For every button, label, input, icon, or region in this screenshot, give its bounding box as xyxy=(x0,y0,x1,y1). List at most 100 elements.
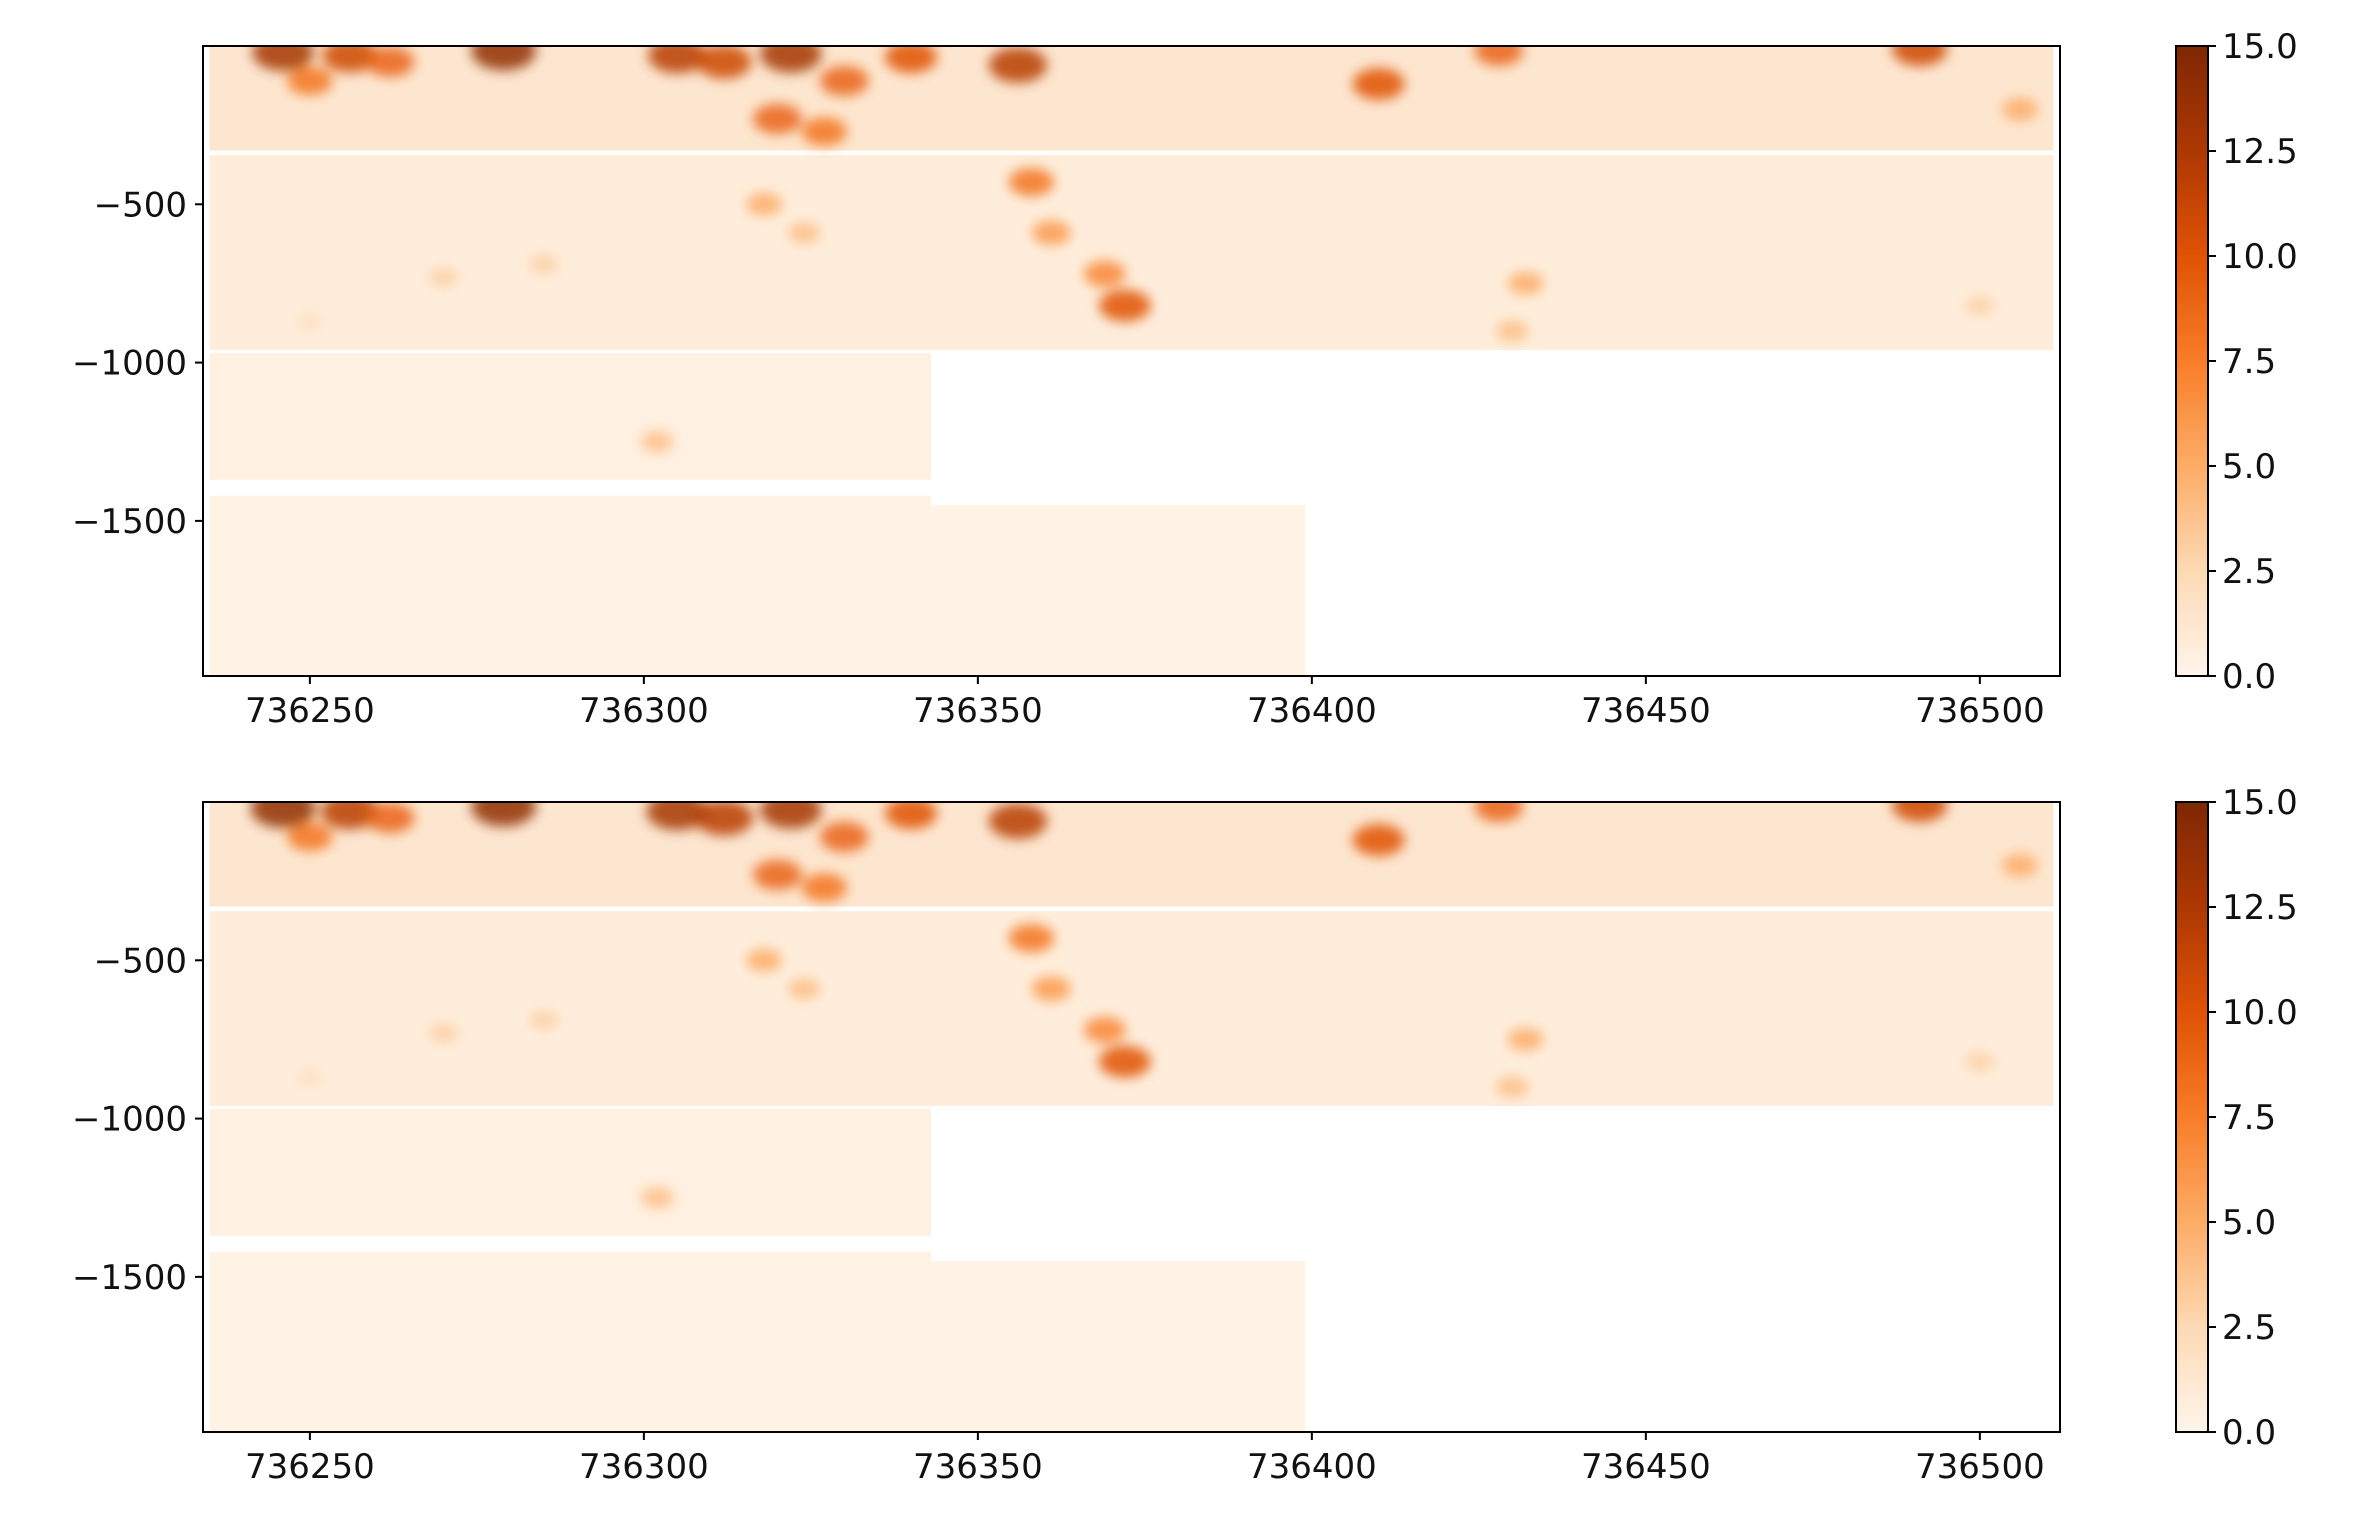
x-tick-label: 736500 xyxy=(1915,691,2045,731)
y-tick-label: −1000 xyxy=(72,1100,187,1140)
x-tick-label: 736450 xyxy=(1581,1447,1711,1487)
heatmap-hotspot xyxy=(746,948,783,972)
heatmap-hotspot xyxy=(885,46,938,74)
heatmap-hotspot xyxy=(648,46,707,74)
colorbar-tick-label: 7.5 xyxy=(2222,1098,2276,1138)
colorbar xyxy=(2175,801,2209,1433)
heatmap-hotspot xyxy=(1083,1016,1126,1044)
heatmap-data-block xyxy=(209,1251,932,1432)
heatmap-hotspot xyxy=(365,802,415,833)
heatmap-hotspot xyxy=(471,802,536,827)
heatmap-hotspot xyxy=(988,803,1048,839)
heatmap-hotspot xyxy=(528,1010,559,1031)
heatmap-hotspot xyxy=(760,802,822,829)
heatmap-hotspot xyxy=(819,65,869,96)
heatmap-hotspot xyxy=(1965,295,1995,316)
colorbar-tick-label: 5.0 xyxy=(2222,447,2276,487)
x-tick-label: 736300 xyxy=(579,1447,709,1487)
colorbar-tick-label: 15.0 xyxy=(2222,783,2298,823)
x-tick-label: 736450 xyxy=(1581,691,1711,731)
x-tick-label: 736350 xyxy=(913,1447,1043,1487)
heatmap-hotspot xyxy=(1031,220,1071,246)
heatmap-hotspot xyxy=(753,103,802,134)
x-tick-label: 736300 xyxy=(579,691,709,731)
heatmap-hotspot xyxy=(1507,271,1544,295)
plot-frame xyxy=(202,45,2061,677)
heatmap-hotspot xyxy=(640,431,674,453)
heatmap-hotspot xyxy=(694,802,754,836)
x-tick-label: 736400 xyxy=(1247,691,1377,731)
heatmap-hotspot xyxy=(1352,67,1405,100)
heatmap-hotspot xyxy=(801,873,848,902)
x-tick-label: 736500 xyxy=(1915,1447,2045,1487)
colorbar-tick-label: 5.0 xyxy=(2222,1203,2276,1243)
heatmap-hotspot xyxy=(787,978,821,1000)
heatmap-hotspot xyxy=(287,66,333,96)
heatmap-data-area xyxy=(209,802,2054,1432)
plot-frame xyxy=(202,801,2061,1433)
heatmap-hotspot xyxy=(1892,802,1948,823)
heatmap-hotspot xyxy=(1965,1051,1995,1072)
heatmap-hotspot xyxy=(1083,260,1126,288)
heatmap-data-block xyxy=(209,495,932,676)
heatmap-hotspot xyxy=(760,46,822,73)
heatmap-hotspot xyxy=(428,1023,459,1043)
heatmap-hotspot xyxy=(2001,853,2038,877)
heatmap-hotspot xyxy=(296,1068,324,1087)
heatmap-hotspot xyxy=(1031,976,1071,1002)
colorbar-tick-label: 12.5 xyxy=(2222,888,2298,928)
heatmap-hotspot xyxy=(696,46,752,79)
heatmap-hotspot xyxy=(365,46,415,77)
heatmap-hotspot xyxy=(2001,97,2038,121)
heatmap-hotspot xyxy=(746,192,783,216)
heatmap-panel-top: 736250 736300 736350 736400 736450 736500 −500… xyxy=(72,27,2298,731)
heatmap-hotspot xyxy=(428,267,459,287)
heatmap-data-block xyxy=(209,1109,932,1236)
x-tick-label: 736350 xyxy=(913,691,1043,731)
heatmap-hotspot xyxy=(988,47,1048,83)
heatmap-panel-bottom: 736250 736300 736350 736400 736450 736500 −500… xyxy=(72,783,2298,1487)
heatmap-hotspot xyxy=(1008,923,1055,953)
heatmap-hotspot xyxy=(1474,802,1524,822)
heatmap-hotspot xyxy=(787,222,821,244)
colorbar-tick-label: 2.5 xyxy=(2222,1308,2276,1348)
colorbar-tick-label: 2.5 xyxy=(2222,552,2276,592)
heatmap-hotspot xyxy=(1495,1076,1529,1098)
heatmap-hotspot xyxy=(1352,823,1405,856)
heatmap-hotspot xyxy=(528,254,559,275)
heatmap-hotspot xyxy=(287,822,333,852)
heatmap-hotspot xyxy=(1098,289,1151,322)
heatmap-hotspot xyxy=(801,117,848,146)
heatmap-hotspot xyxy=(1098,1045,1151,1078)
heatmap-hotspot xyxy=(885,802,938,830)
y-tick-label: −1500 xyxy=(72,1258,187,1298)
colorbar-tick-label: 0.0 xyxy=(2222,1413,2276,1453)
y-tick-label: −500 xyxy=(94,941,187,981)
colorbar-tick-label: 0.0 xyxy=(2222,657,2276,697)
heatmap-data-block xyxy=(209,353,932,480)
colorbar-tick-label: 7.5 xyxy=(2222,342,2276,382)
y-tick-label: −1000 xyxy=(72,344,187,384)
heatmap-hotspot xyxy=(753,859,802,890)
heatmap-hotspot xyxy=(252,46,314,72)
heatmap-hotspot xyxy=(1892,46,1948,67)
x-tick-label: 736250 xyxy=(245,691,375,731)
heatmap-data-block xyxy=(931,505,1306,676)
heatmap-hotspot xyxy=(471,46,536,71)
heatmap-hotspot xyxy=(1507,1027,1544,1051)
y-tick-label: −1500 xyxy=(72,502,187,542)
heatmap-hotspot xyxy=(819,821,869,852)
heatmap-hotspot xyxy=(646,802,709,831)
x-tick-label: 736400 xyxy=(1247,1447,1377,1487)
heatmap-hotspot xyxy=(640,1187,674,1209)
heatmap-hotspot xyxy=(1008,167,1055,197)
x-tick-label: 736250 xyxy=(245,1447,375,1487)
colorbar-tick-label: 15.0 xyxy=(2222,27,2298,67)
heatmap-data-area xyxy=(209,46,2054,676)
heatmap-hotspot xyxy=(296,312,324,331)
heatmap-data-block xyxy=(931,1261,1306,1432)
y-tick-label: −500 xyxy=(94,185,187,225)
colorbar xyxy=(2175,45,2209,677)
heatmap-hotspot xyxy=(1495,320,1529,342)
